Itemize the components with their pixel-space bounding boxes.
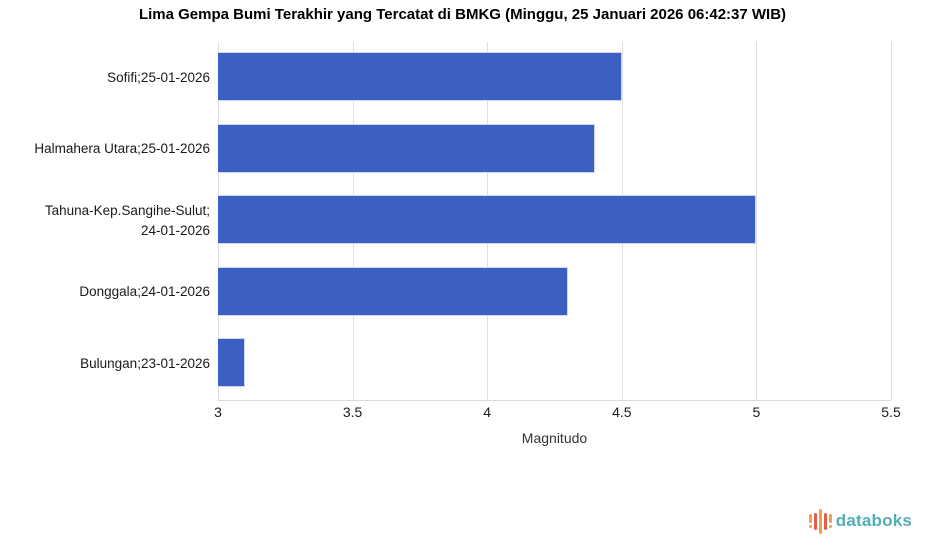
x-tick-label: 3 <box>214 404 222 420</box>
y-axis-label: Tahuna-Kep.Sangihe-Sulut; 24-01-2026 <box>44 202 210 238</box>
x-tick-label: 5.5 <box>881 404 901 420</box>
y-axis-labels: Sofifi;25-01-2026 Halmahera Utara;25-01-2… <box>0 42 210 400</box>
logo-bar <box>823 512 827 530</box>
logo-column <box>818 508 822 534</box>
logo-bar <box>828 514 832 523</box>
x-tick-label: 3.5 <box>342 404 363 420</box>
y-axis-label: Halmahera Utara;25-01-2026 <box>34 141 210 157</box>
y-axis-label: Donggala;24-01-2026 <box>79 284 210 300</box>
databoks-logo[interactable]: databoks <box>808 506 912 536</box>
y-axis-label: Sofifi;25-01-2026 <box>107 69 210 85</box>
logo-bar <box>813 512 817 530</box>
bar-Bulungan;23-01-2026 <box>218 338 245 388</box>
databoks-icon <box>808 506 832 536</box>
x-axis-title: Magnitudo <box>521 430 588 446</box>
bar-Tahuna-Kep.Sangihe-Sulut; 24-01-2026 <box>218 195 757 245</box>
x-tick-label: 5 <box>752 404 761 420</box>
plot-area <box>218 42 892 401</box>
gridline <box>891 42 892 400</box>
logo-bar <box>808 514 812 523</box>
bar-Sofifi;25-01-2026 <box>218 52 622 101</box>
x-axis-ticks: 3 3.5 4 4.5 5 5.5 <box>214 404 901 422</box>
x-tick-label: 4.5 <box>612 404 632 420</box>
bar-Donggala;24-01-2026 <box>218 266 568 316</box>
logo-column <box>828 514 832 528</box>
logo-column <box>808 514 812 528</box>
logo-bar <box>818 508 822 534</box>
gridline <box>756 42 758 400</box>
bar-Halmahera Utara;25-01-2026 <box>218 123 595 173</box>
chart-title: Lima Gempa Bumi Terakhir yang Tercatat d… <box>138 6 787 23</box>
x-tick-label: 4 <box>483 404 492 420</box>
databoks-wordmark: databoks <box>835 511 912 530</box>
logo-column <box>823 512 827 530</box>
y-axis-label: Bulungan;23-01-2026 <box>80 356 210 372</box>
logo-column <box>813 512 817 530</box>
logo-dot <box>828 525 832 528</box>
logo-dot <box>808 525 812 528</box>
